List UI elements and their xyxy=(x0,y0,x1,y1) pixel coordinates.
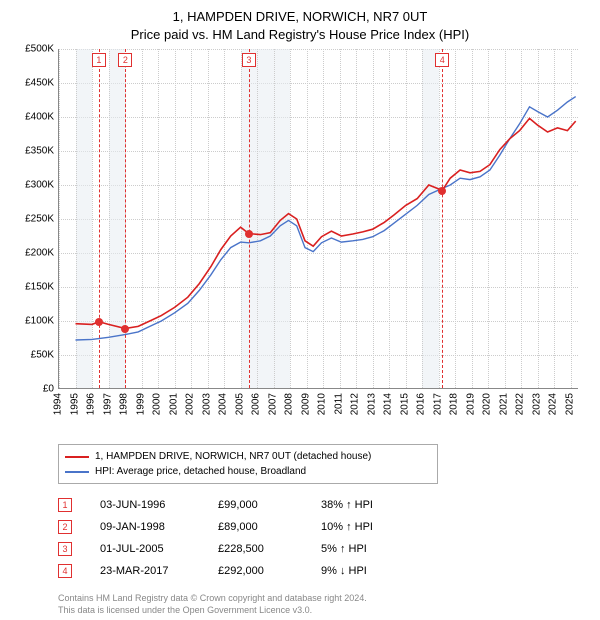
plot-area: 12 3 4 xyxy=(58,49,578,389)
sales-pct: 5% ↑ HPI xyxy=(321,543,411,555)
x-tick-label: 1996 xyxy=(86,393,97,415)
sales-date: 09-JAN-1998 xyxy=(100,521,190,533)
sales-index-box: 3 xyxy=(58,542,72,556)
legend-row: 1, HAMPDEN DRIVE, NORWICH, NR7 0UT (deta… xyxy=(65,449,431,464)
sales-table: 1 03-JUN-1996 £99,000 38% ↑ HPI 2 09-JAN-1998… xyxy=(58,494,588,582)
sales-row: 1 03-JUN-1996 £99,000 38% ↑ HPI xyxy=(58,494,588,516)
x-tick-label: 2011 xyxy=(333,393,344,415)
legend-swatch xyxy=(65,471,89,473)
x-tick-label: 1999 xyxy=(135,393,146,415)
legend: 1, HAMPDEN DRIVE, NORWICH, NR7 0UT (deta… xyxy=(58,444,438,484)
figure-container: 1, HAMPDEN DRIVE, NORWICH, NR7 0UT Price… xyxy=(0,0,600,620)
title-subtitle: Price paid vs. HM Land Registry's House … xyxy=(12,26,588,44)
chart: £0£50K£100K£150K£200K£250K£300K£350K£400… xyxy=(12,49,588,444)
legend-swatch xyxy=(65,456,89,458)
legend-row: HPI: Average price, detached house, Broa… xyxy=(65,464,431,479)
sales-row: 2 09-JAN-1998 £89,000 10% ↑ HPI xyxy=(58,516,588,538)
x-tick-label: 2005 xyxy=(234,393,245,415)
series-price-paid-line xyxy=(76,118,576,328)
y-tick-label: £500K xyxy=(25,44,54,55)
x-tick-label: 2015 xyxy=(399,393,410,415)
line-svg xyxy=(59,49,578,388)
x-tick-label: 2022 xyxy=(515,393,526,415)
sales-pct: 38% ↑ HPI xyxy=(321,499,411,511)
x-tick-label: 2007 xyxy=(267,393,278,415)
x-tick-label: 2021 xyxy=(498,393,509,415)
sales-price: £99,000 xyxy=(218,499,293,511)
y-axis: £0£50K£100K£150K£200K£250K£300K£350K£400… xyxy=(12,49,58,389)
sale-dot xyxy=(438,187,446,195)
x-tick-label: 2025 xyxy=(564,393,575,415)
x-tick-label: 2016 xyxy=(416,393,427,415)
series-hpi-line xyxy=(76,97,576,340)
legend-label: HPI: Average price, detached house, Broa… xyxy=(95,464,306,479)
x-tick-label: 2014 xyxy=(383,393,394,415)
sale-index-box: 1 xyxy=(92,53,106,67)
x-tick-label: 2024 xyxy=(548,393,559,415)
sales-date: 03-JUN-1996 xyxy=(100,499,190,511)
sales-index-box: 1 xyxy=(58,498,72,512)
sales-date: 23-MAR-2017 xyxy=(100,565,190,577)
x-tick-label: 2013 xyxy=(366,393,377,415)
x-tick-label: 2003 xyxy=(201,393,212,415)
sales-index-box: 4 xyxy=(58,564,72,578)
x-tick-label: 2008 xyxy=(284,393,295,415)
sales-price: £228,500 xyxy=(218,543,293,555)
x-axis: 1994199519961997199819992000200120022003… xyxy=(58,389,578,444)
x-tick-label: 1994 xyxy=(53,393,64,415)
title-block: 1, HAMPDEN DRIVE, NORWICH, NR7 0UT Price… xyxy=(12,8,588,43)
x-tick-label: 2001 xyxy=(168,393,179,415)
legend-label: 1, HAMPDEN DRIVE, NORWICH, NR7 0UT (deta… xyxy=(95,449,371,464)
sale-index-box: 2 xyxy=(118,53,132,67)
sale-dot xyxy=(245,230,253,238)
x-tick-label: 2019 xyxy=(465,393,476,415)
sale-vline xyxy=(125,49,126,388)
y-tick-label: £250K xyxy=(25,214,54,225)
sale-vline xyxy=(249,49,250,388)
x-tick-label: 1995 xyxy=(69,393,80,415)
sale-vline xyxy=(442,49,443,388)
sales-price: £89,000 xyxy=(218,521,293,533)
x-tick-label: 2002 xyxy=(185,393,196,415)
title-address: 1, HAMPDEN DRIVE, NORWICH, NR7 0UT xyxy=(12,8,588,26)
x-tick-label: 2010 xyxy=(317,393,328,415)
x-tick-label: 2009 xyxy=(300,393,311,415)
sales-index-box: 2 xyxy=(58,520,72,534)
x-tick-label: 2000 xyxy=(152,393,163,415)
footer: Contains HM Land Registry data © Crown c… xyxy=(58,592,588,616)
sale-dot xyxy=(95,318,103,326)
x-tick-label: 1998 xyxy=(119,393,130,415)
x-tick-label: 2020 xyxy=(482,393,493,415)
sale-dot xyxy=(121,325,129,333)
sale-index-box: 4 xyxy=(435,53,449,67)
footer-line1: Contains HM Land Registry data © Crown c… xyxy=(58,592,588,604)
x-tick-label: 1997 xyxy=(102,393,113,415)
y-tick-label: £200K xyxy=(25,248,54,259)
sale-vline xyxy=(99,49,100,388)
sale-index-box: 3 xyxy=(242,53,256,67)
y-tick-label: £150K xyxy=(25,282,54,293)
footer-line2: This data is licensed under the Open Gov… xyxy=(58,604,588,616)
y-tick-label: £100K xyxy=(25,316,54,327)
x-tick-label: 2023 xyxy=(531,393,542,415)
y-tick-label: £450K xyxy=(25,78,54,89)
sales-row: 3 01-JUL-2005 £228,500 5% ↑ HPI xyxy=(58,538,588,560)
sales-date: 01-JUL-2005 xyxy=(100,543,190,555)
x-tick-label: 2018 xyxy=(449,393,460,415)
x-tick-label: 2004 xyxy=(218,393,229,415)
sales-row: 4 23-MAR-2017 £292,000 9% ↓ HPI xyxy=(58,560,588,582)
x-tick-label: 2017 xyxy=(432,393,443,415)
y-tick-label: £50K xyxy=(31,350,54,361)
sales-price: £292,000 xyxy=(218,565,293,577)
x-tick-label: 2006 xyxy=(251,393,262,415)
sales-pct: 9% ↓ HPI xyxy=(321,565,411,577)
y-tick-label: £400K xyxy=(25,112,54,123)
x-tick-label: 2012 xyxy=(350,393,361,415)
sales-pct: 10% ↑ HPI xyxy=(321,521,411,533)
y-tick-label: £350K xyxy=(25,146,54,157)
y-tick-label: £300K xyxy=(25,180,54,191)
